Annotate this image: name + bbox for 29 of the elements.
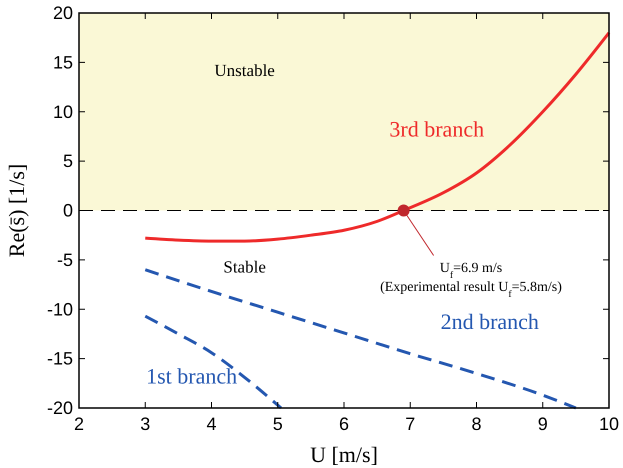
x-tick-label: 5 bbox=[272, 414, 283, 434]
series-label: 2nd branch bbox=[440, 309, 539, 334]
y-tick-label: -10 bbox=[46, 299, 73, 320]
annotation: Stable bbox=[223, 258, 266, 277]
band-label: Unstable bbox=[214, 60, 275, 80]
y-tick-label: -5 bbox=[56, 250, 73, 270]
y-tick-label: 0 bbox=[62, 200, 73, 220]
x-tick-label: 8 bbox=[471, 414, 482, 434]
line-series bbox=[144, 314, 283, 410]
x-tick-label: 6 bbox=[338, 414, 350, 434]
y-tick-label: 10 bbox=[52, 102, 73, 122]
x-tick-label: 4 bbox=[206, 414, 217, 434]
y-tick-label: 20 bbox=[52, 3, 73, 23]
annotation: U$_{f}$=6.9 m/s bbox=[440, 261, 502, 280]
x-tick-label: 9 bbox=[538, 414, 548, 434]
x-tick-label: 10 bbox=[598, 414, 620, 434]
y-tick-label: 5 bbox=[62, 151, 73, 172]
x-tick-label: 3 bbox=[140, 414, 150, 434]
line-series bbox=[144, 31, 610, 243]
series-label: 1st branch bbox=[146, 363, 238, 388]
series-label: 3rd branch bbox=[389, 116, 484, 142]
y-tick-label: -15 bbox=[46, 348, 73, 369]
y-axis-title: Re(s̄) [1/s] bbox=[4, 164, 29, 258]
y-tick-label: 15 bbox=[52, 52, 73, 72]
x-axis-title: U [m/s] bbox=[310, 442, 378, 467]
x-tick-label: 2 bbox=[74, 414, 84, 434]
y-tick-label: -20 bbox=[46, 398, 73, 418]
annotation: (Experimental result U$_{f}$=5.8m/s) bbox=[380, 280, 562, 300]
x-tick-label: 7 bbox=[405, 414, 416, 434]
